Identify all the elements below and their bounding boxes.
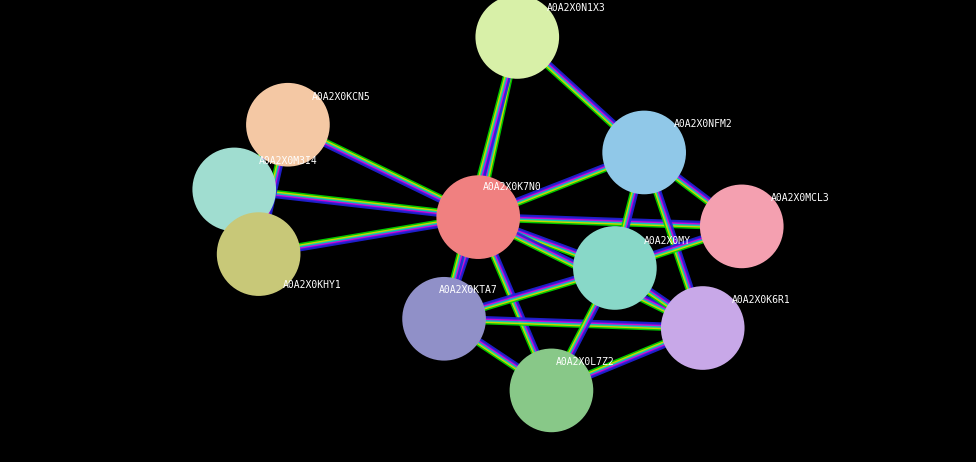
Text: A0A2X0N1X3: A0A2X0N1X3 [547, 3, 605, 13]
Text: A0A2X0KHY1: A0A2X0KHY1 [283, 280, 342, 290]
Ellipse shape [510, 349, 592, 432]
Text: A0A2X0L7Z2: A0A2X0L7Z2 [556, 357, 615, 367]
Ellipse shape [662, 287, 744, 369]
Text: A0A2X0KTA7: A0A2X0KTA7 [439, 285, 498, 295]
Ellipse shape [247, 84, 329, 166]
Text: A0A2X0M3I4: A0A2X0M3I4 [259, 156, 317, 166]
Ellipse shape [701, 185, 783, 267]
Ellipse shape [193, 148, 275, 231]
Ellipse shape [574, 227, 656, 309]
Ellipse shape [437, 176, 519, 258]
Ellipse shape [476, 0, 558, 78]
Text: A0A2X0K6R1: A0A2X0K6R1 [732, 295, 791, 305]
Text: A0A2X0MY: A0A2X0MY [644, 236, 691, 246]
Text: A0A2X0MCL3: A0A2X0MCL3 [771, 193, 830, 203]
Ellipse shape [603, 111, 685, 194]
Text: A0A2X0K7N0: A0A2X0K7N0 [483, 182, 542, 192]
Ellipse shape [218, 213, 300, 295]
Text: A0A2X0KCN5: A0A2X0KCN5 [312, 91, 371, 102]
Ellipse shape [403, 278, 485, 360]
Text: A0A2X0NFM2: A0A2X0NFM2 [673, 119, 732, 129]
